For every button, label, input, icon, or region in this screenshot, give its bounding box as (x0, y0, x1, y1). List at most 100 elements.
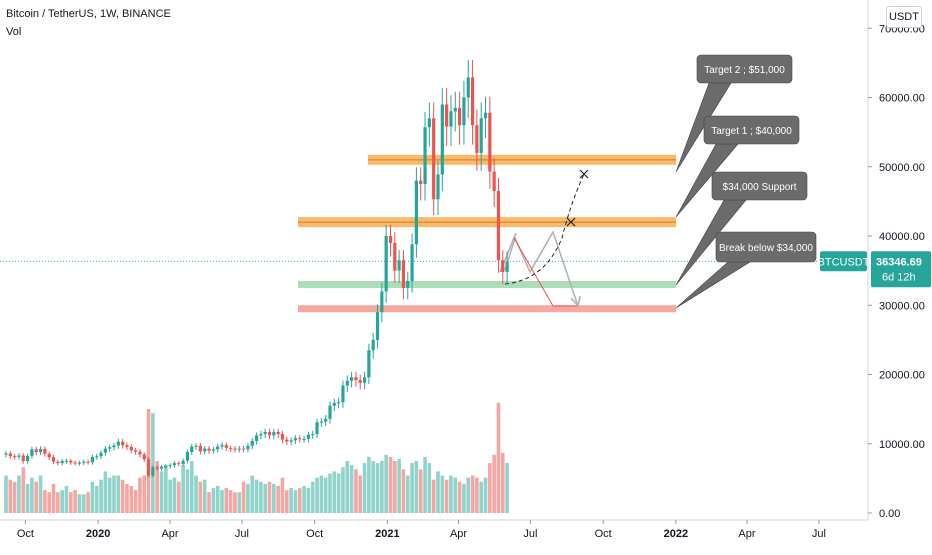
candle-body[interactable] (185, 452, 190, 461)
red-projection-path[interactable] (513, 237, 578, 307)
candle-body[interactable] (134, 450, 138, 452)
candle-body[interactable] (483, 112, 488, 119)
currency-button[interactable]: USDT (886, 6, 922, 28)
candle-body[interactable] (103, 448, 107, 453)
candle-body[interactable] (406, 281, 410, 288)
candle-body[interactable] (419, 180, 423, 185)
candle-body[interactable] (4, 453, 8, 455)
candle-body[interactable] (259, 434, 263, 436)
candle-body[interactable] (479, 118, 483, 153)
candle-body[interactable] (99, 452, 103, 457)
candle-body[interactable] (367, 350, 371, 378)
candle-body[interactable] (280, 434, 285, 440)
candle-body[interactable] (30, 449, 34, 456)
candle-body[interactable] (315, 422, 319, 435)
candle-body[interactable] (73, 462, 77, 464)
candle-body[interactable] (475, 125, 479, 153)
candle-body[interactable] (337, 402, 341, 404)
candle-body[interactable] (237, 448, 241, 450)
candle-body[interactable] (164, 466, 168, 468)
candle-body[interactable] (436, 174, 440, 200)
bearish-projection-path[interactable] (504, 230, 579, 307)
candle-body[interactable] (397, 260, 401, 271)
candle-body[interactable] (82, 461, 86, 463)
candle-body[interactable] (108, 447, 112, 449)
candle-body[interactable] (440, 104, 444, 175)
candle-body[interactable] (146, 459, 151, 476)
candle-body[interactable] (384, 236, 388, 292)
candle-body[interactable] (341, 385, 345, 403)
candle-body[interactable] (43, 448, 47, 454)
candle-body[interactable] (172, 463, 177, 466)
candle-body[interactable] (112, 445, 116, 448)
candle-body[interactable] (229, 447, 233, 449)
candle-body[interactable] (56, 461, 60, 464)
candle-body[interactable] (121, 441, 125, 446)
candle-body[interactable] (354, 377, 358, 381)
candle-body[interactable] (181, 460, 185, 464)
candle-body[interactable] (445, 104, 449, 127)
candle-body[interactable] (306, 434, 310, 439)
annotation-callout[interactable]: Target 2 ; $51,000 (675, 54, 793, 173)
candle-body[interactable] (496, 190, 501, 261)
candle-body[interactable] (203, 448, 207, 452)
candle-body[interactable] (293, 438, 298, 441)
candle-body[interactable] (449, 111, 453, 127)
candle-body[interactable] (263, 431, 267, 435)
candle-body[interactable] (371, 339, 375, 351)
candle-body[interactable] (414, 180, 418, 245)
candle-body[interactable] (427, 118, 431, 128)
volume-indicator-label[interactable]: Vol (6, 26, 22, 38)
candle-body[interactable] (466, 77, 470, 98)
candle-body[interactable] (233, 448, 237, 450)
candle-body[interactable] (505, 261, 509, 273)
candle-body[interactable] (324, 418, 328, 422)
candle-body[interactable] (492, 171, 496, 191)
candle-body[interactable] (125, 445, 129, 447)
candle-body[interactable] (423, 127, 427, 185)
candle-body[interactable] (159, 466, 164, 469)
candle-body[interactable] (393, 242, 397, 271)
candle-body[interactable] (267, 431, 272, 436)
candle-body[interactable] (198, 445, 202, 452)
annotation-callout[interactable]: $34,000 Support (675, 171, 808, 286)
candle-body[interactable] (432, 118, 436, 200)
candle-body[interactable] (285, 439, 289, 442)
candle-body[interactable] (51, 457, 56, 462)
candle-body[interactable] (142, 454, 146, 460)
bullish-projection-path[interactable] (504, 173, 585, 285)
candle-body[interactable] (319, 421, 323, 423)
candle-body[interactable] (272, 431, 276, 436)
zone-rect[interactable] (298, 305, 676, 313)
candle-body[interactable] (332, 402, 336, 406)
candle-body[interactable] (47, 453, 51, 458)
candle-body[interactable] (375, 312, 380, 340)
annotation-callout[interactable]: Target 1 ; $40,000 (675, 115, 800, 218)
candle-body[interactable] (13, 456, 17, 458)
candle-body[interactable] (246, 445, 250, 450)
candle-body[interactable] (207, 448, 211, 451)
candle-body[interactable] (242, 448, 246, 450)
candle-body[interactable] (86, 461, 90, 463)
candle-body[interactable] (410, 244, 414, 282)
candle-body[interactable] (276, 431, 280, 435)
candle-body[interactable] (90, 456, 94, 463)
candle-body[interactable] (77, 462, 82, 464)
zone-rect[interactable] (298, 280, 676, 288)
candle-body[interactable] (155, 467, 159, 469)
annotation-callout[interactable]: Break below $34,000 (675, 231, 817, 309)
candle-body[interactable] (34, 449, 38, 453)
candle-body[interactable] (17, 455, 21, 457)
candle-body[interactable] (21, 455, 25, 462)
candle-body[interactable] (254, 435, 259, 441)
candle-body[interactable] (462, 97, 466, 126)
candle-body[interactable] (211, 449, 215, 451)
candle-body[interactable] (350, 377, 354, 381)
candle-body[interactable] (328, 405, 332, 419)
candle-body[interactable] (8, 453, 12, 457)
candle-body[interactable] (64, 460, 69, 462)
candle-body[interactable] (190, 446, 194, 453)
candle-body[interactable] (95, 456, 99, 458)
